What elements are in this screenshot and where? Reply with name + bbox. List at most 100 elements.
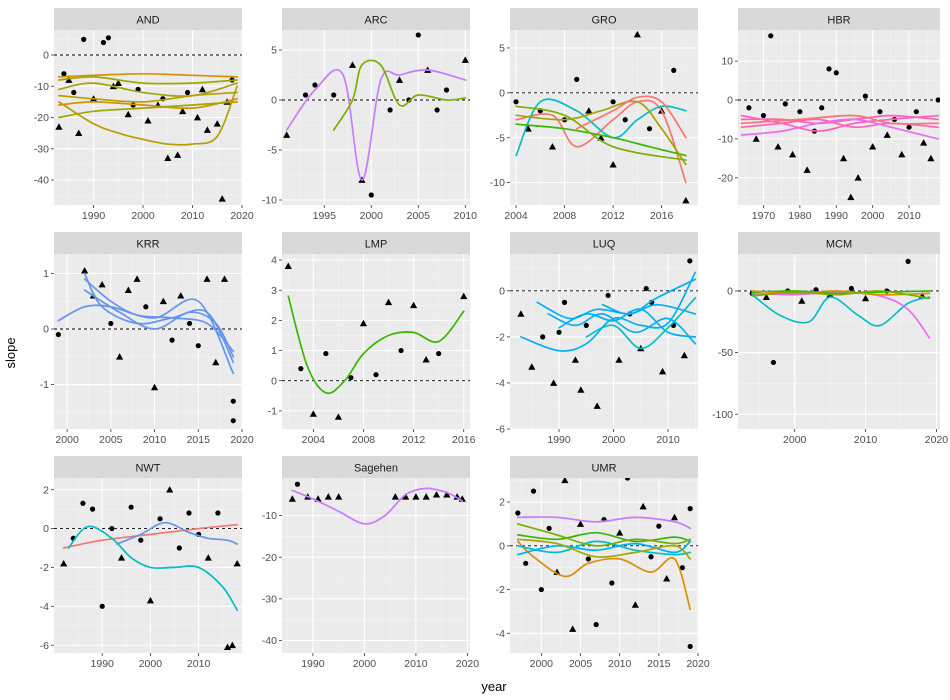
data-point-triangle — [680, 351, 688, 359]
y-tick-label: 1 — [43, 268, 49, 280]
data-point-circle — [574, 76, 580, 82]
data-point-triangle — [633, 30, 641, 38]
data-point-triangle — [663, 575, 671, 582]
strip-label: LUQ — [593, 239, 616, 251]
data-point-circle — [186, 320, 193, 327]
data-point-triangle — [422, 356, 430, 363]
data-point-circle — [215, 510, 221, 516]
x-tick-label: 2008 — [553, 210, 577, 222]
strip-hbr — [738, 8, 940, 30]
x-axis-title: year — [481, 679, 507, 694]
y-tick-label: 10 — [721, 56, 733, 68]
data-point-circle — [538, 586, 544, 593]
trend-curve — [285, 68, 467, 181]
trend-curve — [83, 289, 235, 358]
plot-area — [738, 254, 940, 429]
y-tick-label: 1 — [271, 345, 277, 357]
strip-krr — [54, 232, 242, 254]
data-point-triangle — [847, 193, 855, 201]
y-tick-label: 2 — [499, 497, 505, 509]
data-point-circle — [373, 372, 379, 378]
trend-curve — [740, 114, 940, 125]
data-point-circle — [230, 418, 236, 424]
data-point-circle — [819, 105, 825, 111]
data-point-triangle — [115, 353, 124, 360]
data-point-circle — [610, 99, 616, 105]
trend-curve — [516, 516, 692, 530]
plot-content — [54, 30, 242, 205]
data-point-triangle — [561, 478, 569, 484]
y-tick-label: 0 — [727, 286, 733, 298]
panel-mcm: MCM 2000 2010 2020 0 -50 -100 — [712, 232, 948, 446]
data-point-triangle — [81, 267, 89, 274]
strip-label: UMR — [591, 463, 616, 475]
data-point-triangle — [174, 151, 182, 158]
data-point-circle — [186, 510, 192, 516]
data-point-circle — [348, 375, 354, 381]
x-tick-label: 1990 — [547, 434, 571, 446]
trend-curve — [547, 313, 697, 345]
data-point-circle — [546, 525, 552, 531]
data-point-triangle — [432, 491, 441, 498]
x-tick-label: 2010 — [454, 210, 478, 222]
data-point-triangle — [569, 625, 577, 632]
data-point-triangle — [869, 143, 877, 150]
x-tick-label: 2012 — [402, 434, 426, 446]
data-point-triangle — [391, 493, 399, 500]
trend-curve — [516, 531, 692, 543]
x-tick-label: 2020 — [456, 658, 480, 670]
data-point-triangle — [461, 56, 469, 63]
x-tick-label: 2010 — [404, 658, 428, 670]
data-point-circle — [443, 87, 450, 93]
data-point-triangle — [213, 120, 221, 127]
plot-content — [738, 254, 940, 429]
data-point-circle — [609, 580, 615, 586]
strip-label: KRR — [136, 239, 159, 251]
plot-content — [282, 254, 470, 429]
data-point-circle — [746, 105, 752, 111]
data-point-triangle — [752, 135, 760, 142]
data-point-circle — [913, 109, 919, 115]
data-point-circle — [398, 347, 404, 354]
y-tick-label: 0 — [271, 95, 277, 107]
data-point-triangle — [335, 493, 343, 500]
data-point-circle — [848, 285, 855, 292]
data-point-circle — [826, 66, 832, 72]
strip-label: ARC — [364, 15, 387, 27]
y-tick-label: -10 — [718, 133, 733, 145]
data-point-circle — [230, 398, 236, 404]
strip-arc — [282, 8, 470, 30]
x-tick-label: 2010 — [656, 434, 680, 446]
trend-curve — [516, 538, 692, 560]
y-tick-label: 0 — [499, 285, 505, 297]
plot-area — [54, 254, 242, 429]
data-point-circle — [813, 287, 819, 293]
data-point-circle — [323, 350, 329, 357]
x-tick-label: 2010 — [187, 658, 211, 670]
y-tick-label: -4 — [496, 378, 505, 390]
data-point-circle — [906, 124, 912, 130]
x-tick-label: 2000 — [55, 434, 79, 446]
data-point-triangle — [410, 301, 418, 309]
data-point-circle — [540, 334, 546, 340]
y-tick-label: -1 — [40, 379, 49, 391]
data-point-triangle — [927, 154, 935, 162]
data-point-circle — [80, 500, 86, 506]
data-point-circle — [184, 89, 191, 96]
data-point-triangle — [228, 641, 236, 649]
data-point-triangle — [117, 554, 126, 561]
strip-label: HBR — [827, 15, 850, 27]
x-tick-label: 2015 — [187, 434, 211, 446]
data-point-circle — [99, 603, 105, 609]
x-tick-label: 2020 — [686, 658, 710, 670]
data-point-triangle — [639, 502, 647, 510]
data-point-circle — [71, 89, 77, 96]
x-tick-label: 2016 — [452, 434, 476, 446]
data-point-circle — [513, 99, 519, 105]
x-tick-label: 2004 — [302, 434, 326, 446]
trend-curve — [515, 123, 687, 157]
y-tick-label: -6 — [40, 640, 49, 652]
y-tick-label: -2 — [40, 562, 49, 574]
y-tick-label: -5 — [268, 145, 277, 157]
trend-curve — [58, 101, 238, 119]
